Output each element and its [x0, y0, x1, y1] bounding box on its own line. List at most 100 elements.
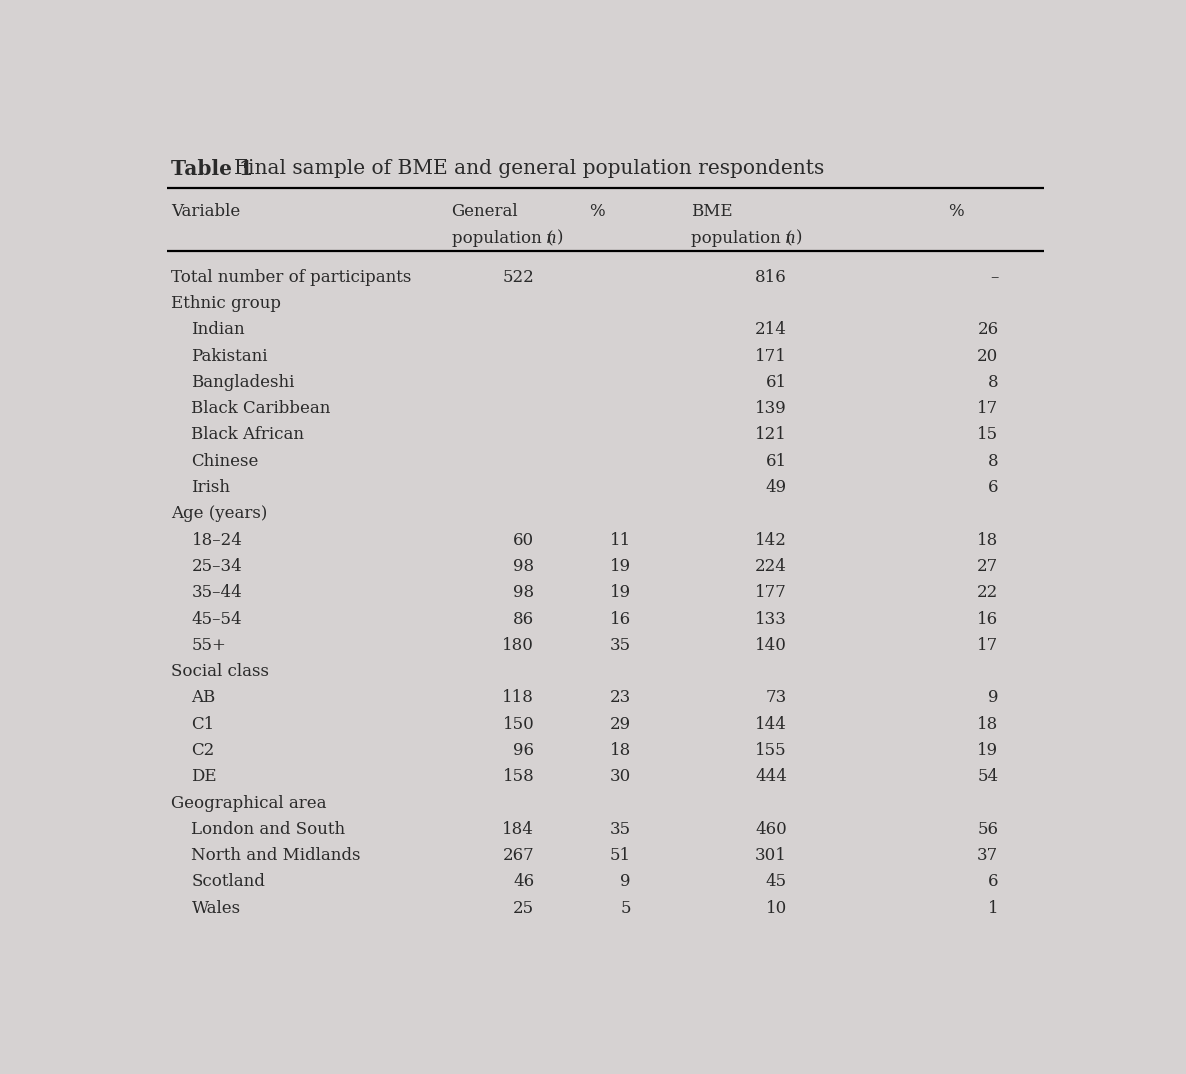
- Text: 96: 96: [514, 742, 535, 759]
- Text: %: %: [948, 203, 963, 220]
- Text: ): ): [796, 230, 803, 247]
- Text: Age (years): Age (years): [171, 506, 268, 522]
- Text: DE: DE: [191, 768, 217, 785]
- Text: 56: 56: [977, 821, 999, 838]
- Text: ): ): [557, 230, 563, 247]
- Text: 140: 140: [755, 637, 788, 654]
- Text: 35: 35: [610, 637, 631, 654]
- Text: 15: 15: [977, 426, 999, 444]
- Text: 171: 171: [755, 348, 788, 364]
- Text: 1: 1: [988, 900, 999, 917]
- Text: 133: 133: [755, 610, 788, 627]
- Text: 22: 22: [977, 584, 999, 601]
- Text: 301: 301: [755, 847, 788, 865]
- Text: 55+: 55+: [191, 637, 227, 654]
- Text: Scotland: Scotland: [191, 873, 266, 890]
- Text: n: n: [547, 230, 557, 247]
- Text: Ethnic group: Ethnic group: [171, 295, 281, 311]
- Text: 9: 9: [620, 873, 631, 890]
- Text: 267: 267: [503, 847, 535, 865]
- Text: 51: 51: [610, 847, 631, 865]
- Text: BME: BME: [690, 203, 732, 220]
- Text: AB: AB: [191, 690, 216, 707]
- Text: 10: 10: [766, 900, 788, 917]
- Text: 26: 26: [977, 321, 999, 338]
- Text: 522: 522: [503, 268, 535, 286]
- Text: 6: 6: [988, 479, 999, 496]
- Text: Black African: Black African: [191, 426, 305, 444]
- Text: 98: 98: [514, 557, 535, 575]
- Text: 60: 60: [514, 532, 535, 549]
- Text: 19: 19: [610, 557, 631, 575]
- Text: Bangladeshi: Bangladeshi: [191, 374, 295, 391]
- Text: Irish: Irish: [191, 479, 230, 496]
- Text: 121: 121: [755, 426, 788, 444]
- Text: 29: 29: [610, 715, 631, 732]
- Text: 155: 155: [755, 742, 788, 759]
- Text: 25–34: 25–34: [191, 557, 242, 575]
- Text: 139: 139: [755, 401, 788, 417]
- Text: 98: 98: [514, 584, 535, 601]
- Text: %: %: [589, 203, 605, 220]
- Text: 184: 184: [503, 821, 535, 838]
- Text: Black Caribbean: Black Caribbean: [191, 401, 331, 417]
- Text: 144: 144: [755, 715, 788, 732]
- Text: 23: 23: [610, 690, 631, 707]
- Text: Variable: Variable: [171, 203, 241, 220]
- Text: 5: 5: [620, 900, 631, 917]
- Text: n: n: [785, 230, 796, 247]
- Text: 11: 11: [610, 532, 631, 549]
- Text: 19: 19: [977, 742, 999, 759]
- Text: Total number of participants: Total number of participants: [171, 268, 412, 286]
- Text: Wales: Wales: [191, 900, 241, 917]
- Text: 86: 86: [514, 610, 535, 627]
- Text: 19: 19: [610, 584, 631, 601]
- Text: Pakistani: Pakistani: [191, 348, 268, 364]
- Text: 18: 18: [977, 532, 999, 549]
- Text: 46: 46: [514, 873, 535, 890]
- Text: 35–44: 35–44: [191, 584, 242, 601]
- Text: Final sample of BME and general population respondents: Final sample of BME and general populati…: [234, 159, 824, 178]
- Text: 158: 158: [503, 768, 535, 785]
- Text: 18–24: 18–24: [191, 532, 242, 549]
- Text: 816: 816: [755, 268, 788, 286]
- Text: 54: 54: [977, 768, 999, 785]
- Text: –: –: [990, 268, 999, 286]
- Text: 214: 214: [755, 321, 788, 338]
- Text: North and Midlands: North and Midlands: [191, 847, 361, 865]
- Text: 17: 17: [977, 401, 999, 417]
- Text: C2: C2: [191, 742, 215, 759]
- Text: 35: 35: [610, 821, 631, 838]
- Text: London and South: London and South: [191, 821, 345, 838]
- Text: population (: population (: [690, 230, 792, 247]
- Text: Geographical area: Geographical area: [171, 795, 326, 812]
- Text: 45: 45: [766, 873, 788, 890]
- Text: population (: population (: [452, 230, 553, 247]
- Text: Social class: Social class: [171, 663, 269, 680]
- Text: 444: 444: [755, 768, 788, 785]
- Text: 16: 16: [977, 610, 999, 627]
- Text: 27: 27: [977, 557, 999, 575]
- Text: 45–54: 45–54: [191, 610, 242, 627]
- Text: 6: 6: [988, 873, 999, 890]
- Text: Chinese: Chinese: [191, 453, 259, 469]
- Text: 61: 61: [766, 453, 788, 469]
- Text: 73: 73: [766, 690, 788, 707]
- Text: 142: 142: [755, 532, 788, 549]
- Text: C1: C1: [191, 715, 215, 732]
- Text: 224: 224: [755, 557, 788, 575]
- Text: 18: 18: [610, 742, 631, 759]
- Text: 118: 118: [503, 690, 535, 707]
- Text: 9: 9: [988, 690, 999, 707]
- Text: 460: 460: [755, 821, 788, 838]
- Text: 8: 8: [988, 453, 999, 469]
- Text: 30: 30: [610, 768, 631, 785]
- Text: 150: 150: [503, 715, 535, 732]
- Text: 18: 18: [977, 715, 999, 732]
- Text: 180: 180: [503, 637, 535, 654]
- Text: Indian: Indian: [191, 321, 246, 338]
- Text: 25: 25: [514, 900, 535, 917]
- Text: General: General: [452, 203, 518, 220]
- Text: 17: 17: [977, 637, 999, 654]
- Text: 49: 49: [766, 479, 788, 496]
